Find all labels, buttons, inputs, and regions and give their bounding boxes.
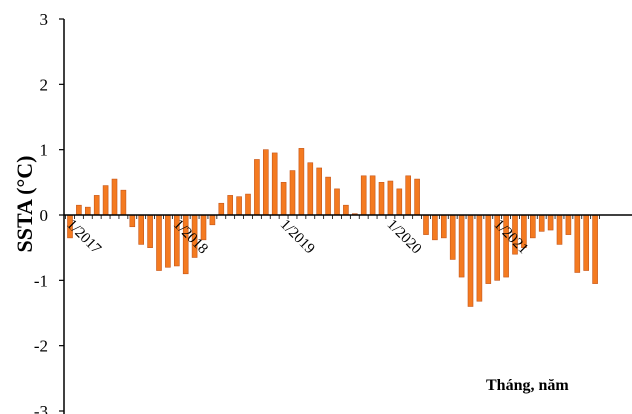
- bar-10-2020: [467, 214, 474, 307]
- bar-6-2017: [111, 178, 118, 216]
- y-tick-label: 2: [40, 75, 49, 94]
- bar-9-2018: [245, 193, 251, 216]
- bar-11-2019: [369, 175, 376, 216]
- bar-2-2020: [396, 188, 403, 216]
- bar-1-2019: [280, 182, 287, 216]
- bar-9-2017: [138, 214, 144, 245]
- bar-8-2018: [236, 196, 242, 216]
- bar-11-2018: [262, 149, 269, 216]
- bar-2-2019: [289, 170, 296, 216]
- bar-4-2017: [93, 195, 100, 216]
- bar-4-2019: [307, 162, 314, 216]
- bar-11-2017: [156, 214, 162, 271]
- bar-7-2020: [440, 214, 447, 239]
- bar-5-2017: [102, 185, 109, 216]
- bar-12-2021: [592, 214, 598, 284]
- bar-7-2021: [547, 214, 554, 231]
- bar-3-2017: [85, 206, 91, 216]
- x-tick-label: 1/2019: [277, 217, 318, 258]
- bar-10-2018: [254, 159, 260, 216]
- bar-10-2017: [147, 214, 153, 248]
- bar-7-2017: [120, 189, 127, 216]
- bar-8-2017: [129, 214, 136, 228]
- bar-1-2020: [387, 180, 394, 216]
- bar-8-2020: [449, 214, 456, 260]
- x-tick-label: 1/2020: [384, 217, 425, 258]
- bar-5-2021: [529, 214, 536, 239]
- bar-2-2017: [76, 204, 82, 216]
- bar-10-2021: [574, 214, 581, 273]
- y-ticks-group: 3 2 1 0 -1 -2 -3: [34, 10, 64, 414]
- y-tick-label: 0: [40, 206, 49, 225]
- bar-6-2021: [538, 214, 545, 232]
- bar-10-2019: [360, 175, 367, 216]
- bars-group: [67, 148, 598, 307]
- y-tick-label: -1: [34, 271, 48, 290]
- x-axis-title: Tháng, năm: [486, 377, 569, 394]
- bar-6-2020: [432, 214, 438, 241]
- bar-12-2019: [378, 182, 385, 216]
- bar-12-2018: [271, 152, 278, 216]
- y-tick-label: -3: [34, 402, 48, 414]
- bar-3-2019: [298, 148, 305, 216]
- y-tick-label: 3: [40, 10, 49, 29]
- bar-11-2021: [583, 214, 590, 271]
- bar-12-2020: [485, 214, 492, 284]
- y-tick-label: -2: [34, 337, 48, 356]
- bar-5-2018: [209, 214, 216, 226]
- bar-7-2019: [334, 188, 340, 216]
- bar-5-2020: [423, 214, 429, 235]
- y-axis-title: SSTA (°C): [12, 155, 37, 252]
- bar-6-2018: [218, 202, 225, 216]
- bar-9-2020: [458, 214, 465, 278]
- bar-5-2019: [316, 167, 323, 216]
- bar-8-2021: [556, 214, 563, 245]
- bar-7-2018: [227, 195, 233, 216]
- bar-12-2017: [165, 214, 171, 268]
- bar-11-2020: [476, 214, 483, 302]
- bar-8-2019: [343, 204, 349, 216]
- y-tick-label: 1: [40, 141, 49, 160]
- bar-9-2021: [565, 214, 572, 235]
- bar-3-2020: [405, 175, 412, 216]
- bar-6-2019: [325, 176, 331, 216]
- bar-4-2020: [414, 178, 420, 216]
